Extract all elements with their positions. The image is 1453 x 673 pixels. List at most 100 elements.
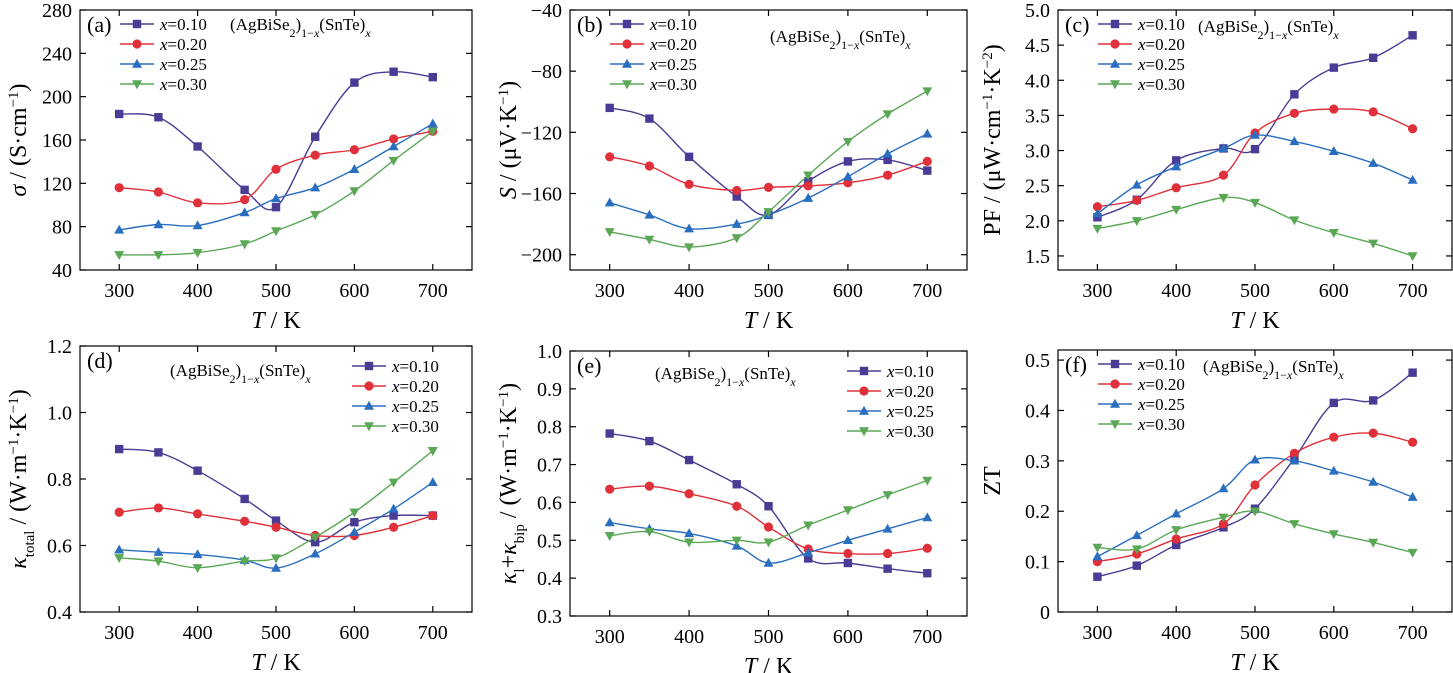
data-point: [605, 484, 615, 494]
data-point: [883, 170, 893, 180]
panel-label: (d): [87, 348, 113, 373]
data-point: [842, 535, 853, 544]
data-point: [1171, 526, 1182, 536]
data-point: [732, 480, 741, 489]
data-point: [923, 166, 932, 175]
data-point: [427, 118, 438, 128]
legend-marker: [859, 427, 869, 437]
y-tick-label: 3.5: [1025, 105, 1050, 127]
data-point: [153, 187, 163, 197]
data-point: [1329, 432, 1339, 442]
data-point: [310, 182, 321, 192]
data-point: [645, 436, 654, 446]
data-point: [684, 152, 694, 162]
data-point: [193, 509, 203, 519]
data-point: [114, 507, 124, 517]
legend-marker: [622, 19, 632, 29]
data-point: [842, 171, 853, 181]
x-tick-label: 400: [183, 622, 213, 644]
formula-label: (AgBiSe2)1−x(SnTe)x: [770, 27, 911, 52]
data-point: [114, 224, 125, 234]
data-point: [803, 192, 814, 202]
panel-label: (f): [1065, 352, 1087, 377]
legend-marker: [1110, 19, 1120, 29]
chart-panel-f: 300 400 500 600 700 0 0.1 0.2 0.3 0.4 0.5 T / K ZT (f…: [980, 349, 1453, 673]
series-line-4: [119, 130, 434, 256]
x-tick-label: 600: [339, 622, 369, 644]
legend-marker: [622, 80, 632, 90]
data-point: [763, 557, 774, 567]
data-point: [388, 156, 399, 166]
data-point: [1092, 551, 1103, 561]
data-point: [389, 511, 398, 520]
y-tick-label: 120: [42, 173, 72, 195]
chart-panel-c: 300 400 500 600 700 1.5 2.0 2.5 3.0 3.5 4.0 4.5 5.0 T…: [980, 0, 1453, 334]
data-point: [193, 142, 202, 151]
data-point: [1093, 572, 1102, 581]
y-tick-label: 0.3: [1025, 451, 1050, 473]
data-point: [1250, 129, 1260, 139]
formula-label: (AgBiSe2)1−x(SnTe)x: [170, 361, 311, 386]
data-point: [604, 517, 615, 527]
x-tick-label: 300: [595, 626, 625, 648]
legend-entry: x=0.30: [1137, 415, 1185, 434]
legend-marker: [859, 366, 869, 376]
data-point: [1368, 476, 1379, 486]
data-point: [153, 219, 164, 229]
data-point: [349, 187, 360, 197]
legend-entry: x=0.25: [391, 397, 439, 416]
data-point: [843, 548, 853, 559]
data-point: [882, 110, 893, 120]
data-point: [842, 137, 853, 147]
x-tick-label: 500: [754, 626, 784, 648]
data-point: [153, 546, 164, 556]
data-point: [310, 211, 321, 220]
y-tick-label: 0.6: [47, 536, 72, 558]
data-point: [1092, 224, 1103, 234]
data-point: [192, 564, 203, 573]
data-point: [605, 152, 615, 162]
data-point: [1408, 31, 1417, 40]
y-tick-label: 0.4: [1025, 400, 1050, 422]
data-point: [684, 243, 695, 253]
data-point: [114, 183, 124, 193]
x-tick-label: 600: [339, 280, 369, 302]
panel-label: (b): [577, 12, 603, 37]
data-point: [731, 218, 742, 228]
data-point: [388, 478, 399, 488]
data-point: [193, 198, 203, 208]
data-point: [1329, 63, 1338, 72]
data-point: [1131, 545, 1142, 555]
y-tick-label: 2.5: [1025, 176, 1050, 198]
data-point: [349, 145, 359, 155]
x-tick-label: 300: [1082, 280, 1112, 302]
data-point: [764, 502, 773, 511]
legend-entry: x=0.25: [886, 402, 934, 421]
data-point: [192, 549, 203, 559]
data-point: [154, 113, 163, 122]
series-line-2: [1097, 432, 1413, 563]
series-line-1: [609, 107, 928, 216]
series-line-4: [609, 479, 928, 544]
data-point: [388, 503, 399, 513]
x-axis-title: T / K: [251, 650, 301, 673]
data-point: [804, 554, 813, 563]
chart-panel-b: 300 400 500 600 700 −200 −160 −120 −80 −40 T / K S …: [496, 0, 968, 334]
data-point: [1368, 538, 1379, 548]
y-axis-title: ZT: [980, 466, 1006, 496]
legend-entry: x=0.20: [1137, 375, 1185, 394]
series-line-3: [119, 123, 434, 231]
data-point: [604, 197, 615, 207]
data-point: [1407, 252, 1418, 262]
formula-label: (AgBiSe2)1−x(SnTe)x: [1203, 357, 1344, 382]
data-point: [883, 564, 892, 573]
x-axis-title: T / K: [251, 308, 301, 334]
x-tick-label: 400: [674, 280, 704, 302]
data-point: [763, 182, 774, 193]
legend-marker: [1110, 80, 1120, 90]
data-point: [1250, 480, 1260, 490]
data-point: [732, 501, 742, 511]
data-point: [1328, 465, 1339, 475]
data-point: [427, 447, 438, 456]
legend-marker: [859, 386, 869, 396]
